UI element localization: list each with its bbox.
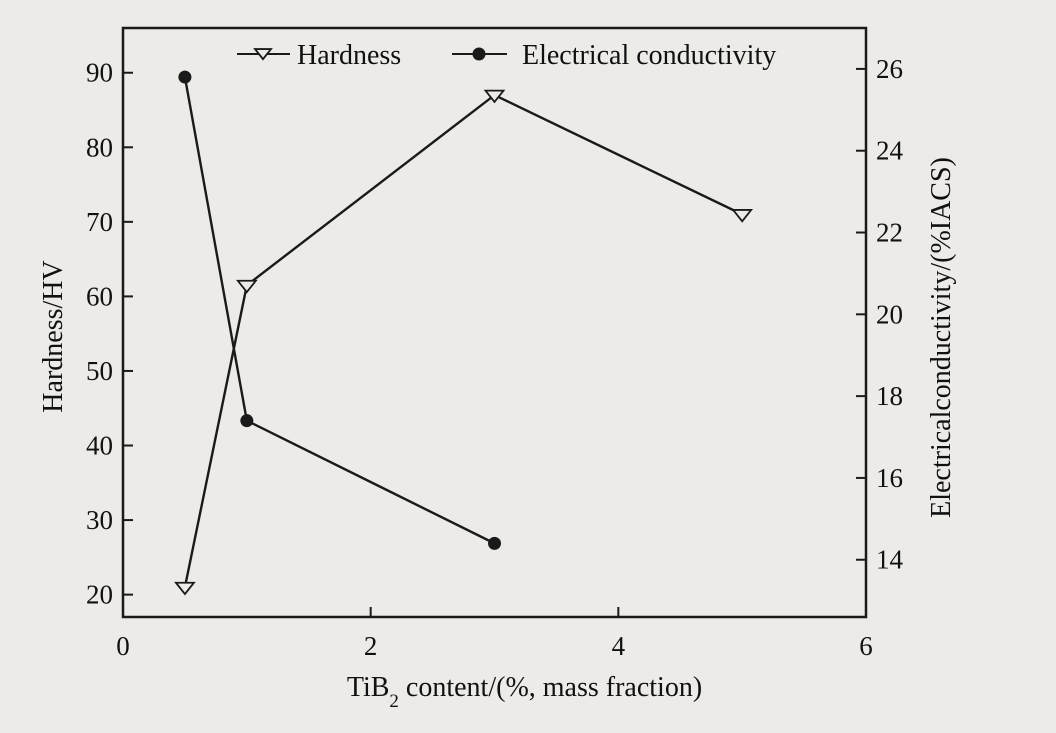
plot-frame <box>121 26 868 619</box>
y-left-tick-label: 80 <box>86 132 113 162</box>
y-right-tick-label: 26 <box>876 54 903 84</box>
x-axis-title: TiB2 content/(%, mass fraction) <box>347 672 702 712</box>
y-left-tick-label: 30 <box>86 505 113 535</box>
legend-label-conductivity: Electrical conductivity <box>522 40 776 71</box>
y-left-tick-label: 70 <box>86 207 113 237</box>
y-left-tick-label: 40 <box>86 431 113 461</box>
series-line-hardness <box>183 93 743 588</box>
x-axis-title-subscript: 2 <box>389 691 399 712</box>
y-left-tick-label: 90 <box>86 58 113 88</box>
data-point-hardness <box>174 581 196 596</box>
y-right-tick-label: 16 <box>876 463 903 493</box>
y-right-axis-ticks: 14 16 18 20 22 24 26 <box>856 54 904 575</box>
legend-label-hardness: Hardness <box>297 40 401 71</box>
data-point-electrical-conductivity <box>240 414 254 428</box>
x-axis-title-rest: content/(%, mass fraction) <box>399 672 702 703</box>
legend: Hardness Electrical conductivity <box>237 40 776 71</box>
data-point-electrical-conductivity <box>488 536 501 550</box>
y-right-axis-title: Electricalconductivity/(%IACS) <box>926 157 957 518</box>
x-axis-ticks: 0 2 4 6 <box>116 607 873 661</box>
legend-marker-conductivity <box>472 47 486 61</box>
y-right-tick-label: 14 <box>876 545 904 575</box>
y-right-tick-label: 24 <box>876 136 904 166</box>
y-right-tick-label: 18 <box>876 381 903 411</box>
y-right-tick-label: 20 <box>876 299 903 329</box>
x-tick-label: 6 <box>859 631 873 661</box>
x-tick-label: 4 <box>612 631 626 661</box>
data-point-hardness <box>731 209 754 223</box>
y-left-axis-title: Hardness/HV <box>38 260 69 412</box>
y-left-tick-label: 50 <box>86 356 113 386</box>
legend-marker-hardness <box>253 48 273 61</box>
y-left-tick-label: 60 <box>86 281 113 311</box>
x-axis-title-main: TiB <box>347 672 390 703</box>
data-point-hardness <box>235 279 258 294</box>
y-right-tick-label: 22 <box>876 218 903 248</box>
data-point-electrical-conductivity <box>178 70 192 84</box>
x-tick-label: 0 <box>116 631 130 661</box>
x-tick-label: 2 <box>364 631 378 661</box>
y-left-axis-ticks: 20 30 40 50 60 70 80 90 <box>86 58 133 610</box>
y-left-tick-label: 20 <box>86 580 113 610</box>
series-layer <box>174 70 754 596</box>
data-point-hardness <box>483 89 506 104</box>
